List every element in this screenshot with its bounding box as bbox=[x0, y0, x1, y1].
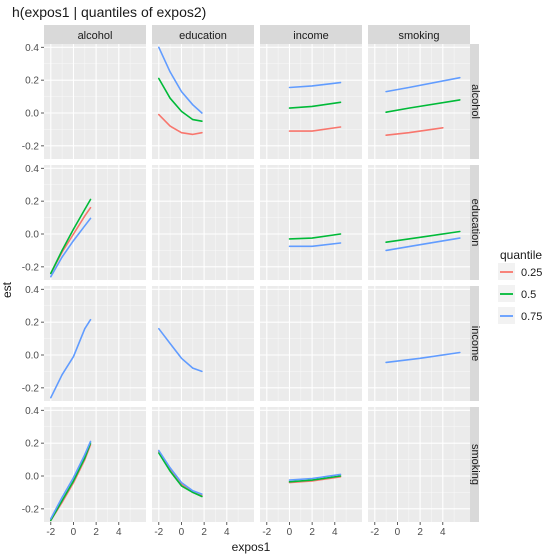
col-strip-label: education bbox=[179, 30, 227, 42]
y-tick-label: 0.0 bbox=[25, 109, 39, 120]
legend-label: 0.25 bbox=[521, 267, 542, 279]
x-axis-ticks: -2 0 2 4 -2 0 2 4 -2 0 2 4 -2 0 2 4 bbox=[46, 522, 446, 538]
y-tick-label: 0.2 bbox=[25, 318, 39, 329]
x-tick-label: 0 bbox=[395, 527, 401, 538]
y-tick-label: 0.4 bbox=[25, 164, 39, 175]
x-tick-label: -2 bbox=[46, 527, 55, 538]
series-line-0.5 bbox=[50, 198, 92, 275]
y-tick-label: 0.0 bbox=[25, 351, 39, 362]
series-line-0.75 bbox=[158, 449, 203, 495]
series-line-0.75 bbox=[50, 440, 92, 520]
panel-alcohol-income bbox=[260, 44, 362, 159]
panel-education-income bbox=[260, 165, 362, 280]
row-strip-label: alcohol bbox=[469, 84, 481, 119]
legend: quantile 0.25 0.5 0.75 bbox=[498, 248, 542, 324]
y-tick-label: -0.2 bbox=[22, 383, 40, 394]
col-strip-label: alcohol bbox=[78, 30, 113, 42]
y-tick-label: 0.0 bbox=[25, 230, 39, 241]
panel-education-education bbox=[152, 165, 254, 280]
panel-smoking-smoking bbox=[368, 407, 470, 522]
col-strip-smoking: smoking bbox=[368, 25, 470, 45]
x-tick-label: -2 bbox=[262, 527, 271, 538]
panel-smoking-income bbox=[260, 407, 362, 522]
series-line-0.75 bbox=[158, 327, 203, 373]
series-line-0.75 bbox=[288, 242, 342, 248]
y-tick-label: -0.2 bbox=[22, 262, 40, 273]
y-tick-label: 0.0 bbox=[25, 472, 39, 483]
x-tick-label: 2 bbox=[417, 527, 423, 538]
x-tick-label: 4 bbox=[440, 527, 446, 538]
panel-income-smoking bbox=[368, 286, 470, 401]
legend-item-0.75: 0.75 bbox=[498, 307, 542, 324]
series-line-0.25 bbox=[385, 127, 444, 136]
row-strip-label: smoking bbox=[469, 444, 481, 485]
y-tick-label: -0.2 bbox=[22, 504, 40, 515]
series-line-0.5 bbox=[50, 442, 92, 522]
col-strip-income: income bbox=[260, 25, 362, 45]
series-line-0.5 bbox=[385, 230, 461, 243]
series-line-0.75 bbox=[288, 473, 342, 481]
series-line-0.5 bbox=[158, 452, 203, 498]
y-tick-label: 0.4 bbox=[25, 43, 39, 54]
panel-education-smoking bbox=[368, 165, 470, 280]
series-line-0.5 bbox=[158, 77, 203, 122]
series-line-0.5 bbox=[288, 475, 342, 483]
y-axis-ticks: -0.2 0.0 0.2 0.4 -0.2 0.0 0.2 0.4 -0.2 0.0 0.2 0.4 -… bbox=[22, 43, 44, 515]
x-tick-label: 2 bbox=[93, 527, 99, 538]
panel-education-alcohol bbox=[44, 165, 146, 280]
y-tick-label: 0.2 bbox=[25, 76, 39, 87]
col-strip-education: education bbox=[152, 25, 254, 45]
series-line-0.75 bbox=[288, 81, 342, 89]
series-line-0.75 bbox=[385, 76, 461, 93]
row-strip-label: education bbox=[469, 199, 481, 247]
series-line-0.5 bbox=[288, 101, 342, 109]
x-tick-label: 4 bbox=[332, 527, 338, 538]
series-line-0.75 bbox=[158, 46, 203, 114]
x-tick-label: -2 bbox=[370, 527, 379, 538]
panel-income-alcohol bbox=[44, 286, 146, 401]
y-tick-label: 0.2 bbox=[25, 439, 39, 450]
panel-alcohol-smoking bbox=[368, 44, 470, 159]
x-tick-label: -2 bbox=[154, 527, 163, 538]
x-tick-label: 4 bbox=[116, 527, 122, 538]
series-line-0.75 bbox=[50, 318, 92, 399]
panel-alcohol-education bbox=[152, 44, 254, 159]
series-line-0.5 bbox=[385, 99, 461, 113]
series-line-0.75 bbox=[385, 351, 461, 364]
panel-smoking-alcohol bbox=[44, 407, 146, 522]
y-tick-label: 0.4 bbox=[25, 406, 39, 417]
col-strip-label: smoking bbox=[399, 30, 440, 42]
y-tick-label: -0.2 bbox=[22, 141, 40, 152]
y-tick-label: 0.2 bbox=[25, 197, 39, 208]
chart-title: h(expos1 | quantiles of expos2) bbox=[12, 4, 206, 20]
series-line-0.25 bbox=[158, 113, 203, 136]
panel-alcohol-alcohol bbox=[44, 44, 146, 159]
panel-income-education bbox=[152, 286, 254, 401]
legend-label: 0.75 bbox=[521, 311, 542, 323]
facet-panels: alcohol education income smoking alcohol educ… bbox=[22, 25, 481, 538]
legend-label: 0.5 bbox=[521, 289, 536, 301]
series-line-0.75 bbox=[385, 237, 461, 252]
series-line-0.75 bbox=[50, 217, 92, 278]
col-strip-alcohol: alcohol bbox=[44, 25, 146, 45]
legend-item-0.25: 0.25 bbox=[498, 263, 542, 280]
x-tick-label: 0 bbox=[71, 527, 77, 538]
legend-title: quantile bbox=[500, 248, 542, 262]
legend-item-0.5: 0.5 bbox=[498, 285, 536, 302]
panel-income-income bbox=[260, 286, 362, 401]
row-strip-label: income bbox=[469, 326, 481, 361]
y-axis-title: est bbox=[0, 281, 14, 298]
series-line-0.25 bbox=[288, 126, 342, 132]
x-tick-label: 0 bbox=[287, 527, 293, 538]
x-tick-label: 4 bbox=[224, 527, 230, 538]
y-tick-label: 0.4 bbox=[25, 285, 39, 296]
panel-smoking-education bbox=[152, 407, 254, 522]
x-tick-label: 2 bbox=[201, 527, 207, 538]
col-strip-label: income bbox=[293, 30, 328, 42]
x-axis-title: expos1 bbox=[232, 540, 271, 554]
x-tick-label: 0 bbox=[179, 527, 185, 538]
series-line-0.5 bbox=[288, 233, 342, 240]
x-tick-label: 2 bbox=[309, 527, 315, 538]
